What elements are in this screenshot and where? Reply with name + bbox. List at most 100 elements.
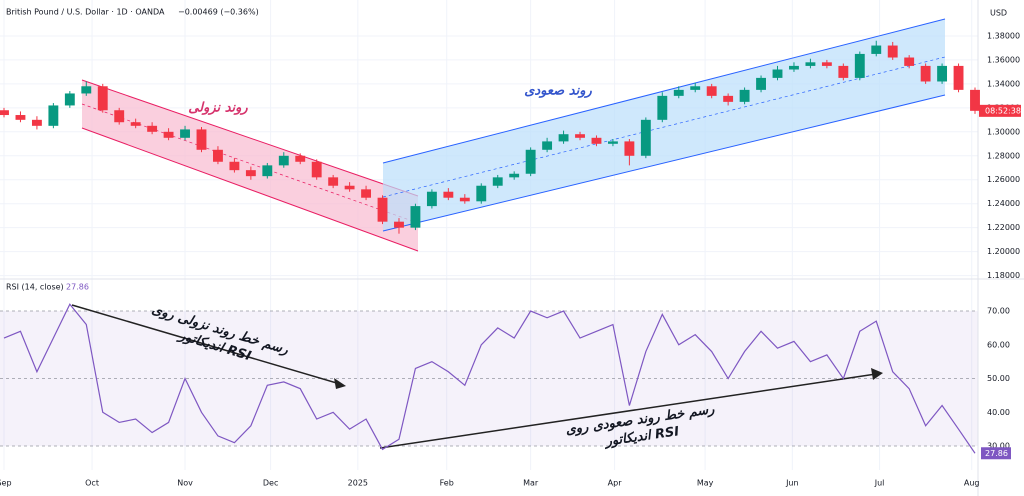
symbol-title: British Pound / U.S. Dollar · 1D · OANDA (6, 8, 165, 17)
candle-body (426, 191, 437, 207)
candle-body (558, 134, 569, 142)
y-tick-label: 1.34000 (987, 79, 1020, 88)
x-tick-label: Jul (874, 479, 885, 488)
candle-body (180, 129, 190, 138)
candle-body (492, 177, 503, 186)
candle-body (394, 221, 404, 228)
candle-body (690, 86, 701, 90)
candle-body (229, 161, 240, 171)
change: −0.00469 (−0.36%) (178, 8, 259, 17)
candle-body (789, 65, 799, 70)
candle-body (525, 149, 536, 174)
annotation: روند صعودی (524, 84, 592, 99)
y-tick-label: 50.00 (987, 374, 1010, 383)
candle-body (48, 105, 59, 126)
channel-line (81, 79, 419, 197)
candle-body (245, 170, 256, 177)
candle-body (328, 177, 339, 186)
candle-body (476, 185, 487, 202)
annotation: روند نزولی (188, 101, 248, 116)
y-tick-label: 40.00 (987, 408, 1010, 417)
channel-line (382, 94, 946, 232)
candle-body (295, 155, 306, 162)
candle-body (278, 155, 289, 166)
x-tick-label: Aug (964, 479, 980, 488)
value-tag-label: 27.86 (985, 449, 1008, 458)
y-tick-label: 1.28000 (987, 151, 1020, 160)
arrow (379, 373, 877, 449)
candle-body (114, 110, 125, 123)
value-tag (981, 447, 1011, 460)
candle-body (640, 119, 651, 156)
candle-body (739, 89, 750, 102)
candle-body (31, 119, 42, 126)
y-tick-label: 60.00 (987, 340, 1010, 349)
rsi-line (3, 303, 976, 454)
x-tick-label: Feb (440, 479, 454, 488)
candle-body (673, 89, 684, 96)
candle-body (542, 141, 553, 150)
y-tick-label: 1.24000 (987, 199, 1020, 208)
y-tick-label: 70.00 (987, 307, 1010, 316)
candle-body (130, 122, 141, 126)
y-tick-label: 1.26000 (987, 175, 1020, 184)
candle-body (377, 197, 388, 222)
x-tick-label: Apr (608, 479, 623, 488)
candle-body (0, 110, 9, 116)
candle-body (64, 93, 75, 106)
y-tick-label: 1.30000 (987, 127, 1020, 136)
arrowhead (871, 368, 883, 380)
candle-body (509, 173, 520, 178)
x-tick-label: Oct (85, 479, 99, 488)
down-channel (82, 80, 418, 251)
y-tick-label: 1.18000 (987, 271, 1020, 280)
candle-body (937, 65, 948, 82)
x-tick-label: Dec (263, 479, 278, 488)
candle-body (904, 57, 915, 66)
up-channel (383, 19, 945, 231)
candle-body (838, 65, 849, 78)
candle-body (970, 89, 980, 111)
candle-body (706, 86, 717, 96)
y-tick-label: 1.22000 (987, 223, 1020, 232)
x-tick-label: Jun (785, 479, 799, 488)
candle-body (443, 191, 454, 198)
candle-body (81, 86, 92, 94)
candle-body (575, 134, 585, 138)
candle-body (953, 65, 964, 90)
x-tick-label: Nov (177, 479, 193, 488)
channel-line (81, 127, 419, 252)
candle-body (624, 141, 635, 156)
x-tick-label: May (697, 479, 714, 488)
arrow (71, 304, 341, 385)
candle-body (772, 69, 783, 78)
candle-body (97, 86, 108, 111)
candle-body (147, 125, 158, 132)
channel-line (382, 18, 946, 164)
channel-mid (382, 56, 946, 198)
x-tick-label: Sep (0, 479, 12, 488)
candle-body (887, 45, 898, 58)
candle-body (871, 45, 882, 54)
candle-body (657, 95, 668, 120)
candle-body (163, 131, 174, 138)
candle-body (821, 62, 832, 66)
candle-body (344, 185, 355, 190)
candle-body (196, 129, 207, 150)
candle-body (854, 53, 865, 78)
candle-body (361, 189, 372, 198)
candle-body (591, 137, 602, 144)
y-tick-label: 30.00 (987, 442, 1010, 451)
x-tick-label: Mar (523, 479, 539, 488)
candle-body (756, 77, 766, 90)
y-tick-label: 1.20000 (987, 247, 1020, 256)
candle-body (15, 115, 26, 120)
candle-body (920, 65, 931, 82)
countdown: 08:52:38 (985, 106, 1021, 115)
candle-body (723, 95, 734, 102)
arrowhead (334, 378, 346, 389)
candle-body (459, 197, 470, 202)
candle-body (311, 161, 322, 178)
candle-body (262, 165, 273, 177)
